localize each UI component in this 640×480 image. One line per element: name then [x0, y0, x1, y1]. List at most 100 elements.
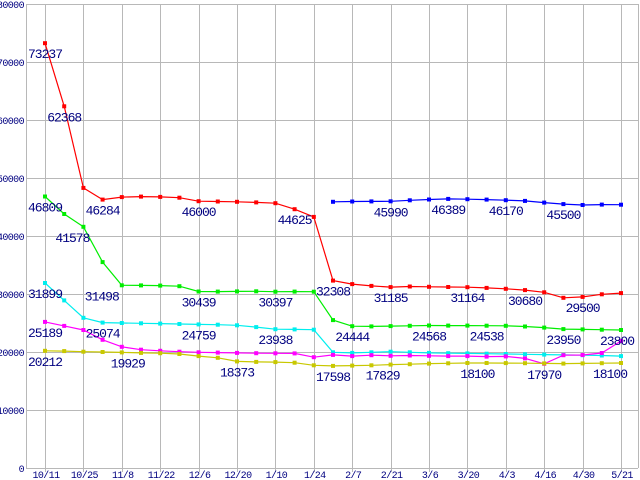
green-series-value-label: 23800	[600, 334, 634, 349]
green-series-marker	[619, 328, 623, 332]
red-series-value-label: 46284	[86, 204, 121, 219]
cyan-series-marker	[369, 350, 374, 355]
red-series-marker	[388, 285, 393, 290]
green-series-marker	[235, 289, 239, 294]
olive-series-marker	[561, 361, 566, 366]
magenta-series-marker	[177, 349, 182, 354]
blue-series-marker	[331, 199, 335, 204]
x-tick-label: 2/7	[345, 470, 362, 480]
red-series-marker	[350, 282, 355, 287]
green-series-marker	[311, 289, 316, 294]
magenta-series-value-label: 17970	[527, 368, 561, 383]
olive-series-value-label: 18100	[593, 367, 627, 382]
cyan-series-marker	[350, 350, 355, 355]
green-series-marker	[484, 323, 489, 328]
green-series-marker	[158, 283, 163, 288]
red-series-marker	[311, 214, 316, 219]
red-series-value-label: 62368	[47, 110, 81, 125]
magenta-series-marker	[407, 353, 412, 358]
x-tick-label: 4/30	[573, 470, 595, 480]
magenta-series-marker	[484, 354, 489, 359]
red-series-marker	[119, 195, 124, 200]
olive-series-marker	[331, 363, 335, 368]
cyan-series-marker	[273, 327, 278, 332]
x-tick-label: 3/20	[458, 470, 480, 480]
blue-series-marker	[484, 197, 489, 202]
data-labels: 73237 62368 46284 46000 44625 32308 31185 31164…	[28, 47, 635, 385]
olive-series-marker	[292, 360, 297, 365]
cyan-series-marker	[465, 351, 470, 356]
green-series-value-label: 24568	[412, 330, 446, 345]
red-series-marker	[81, 185, 86, 190]
green-series-marker	[215, 289, 220, 294]
olive-series-value-label: 18100	[460, 367, 494, 382]
olive-series-marker	[542, 361, 547, 366]
green-series-value-label: 30397	[258, 296, 292, 311]
magenta-series-marker	[100, 337, 105, 342]
red-series-marker	[158, 194, 163, 199]
green-series-marker	[388, 324, 393, 329]
olive-series-marker	[407, 362, 412, 367]
olive-series-marker	[215, 355, 220, 360]
x-tick-label: 1/10	[266, 470, 288, 480]
red-series-marker	[446, 285, 451, 289]
green-series-marker	[446, 323, 451, 328]
blue-series-marker	[523, 198, 527, 203]
green-series-marker	[139, 283, 143, 288]
cyan-series-marker	[43, 281, 47, 285]
olive-series	[43, 348, 623, 368]
magenta-series-value-label: 25189	[28, 326, 62, 341]
olive-series-marker	[158, 351, 163, 356]
green-series-marker	[561, 327, 566, 332]
blue-series-marker	[542, 200, 547, 205]
cyan-series-marker	[62, 298, 67, 303]
red-series-value-label: 32308	[316, 285, 350, 300]
green-series-value-label: 46809	[28, 201, 62, 216]
red-series-marker	[484, 285, 489, 290]
cyan-series-marker	[542, 352, 547, 357]
red-series-marker	[139, 194, 143, 199]
magenta-series-marker	[619, 339, 623, 343]
olive-series-marker	[599, 361, 604, 366]
olive-series-marker	[100, 350, 105, 354]
magenta-series-marker	[561, 353, 566, 358]
cyan-series-marker	[503, 352, 508, 356]
cyan-series-marker	[100, 320, 105, 325]
magenta-series-marker	[503, 354, 508, 359]
cyan-series-marker	[254, 325, 259, 330]
magenta-series-marker	[465, 354, 470, 359]
green-series-marker	[292, 289, 297, 294]
x-tick-label: 10/11	[32, 470, 60, 480]
magenta-series-marker	[446, 354, 451, 359]
cyan-series-marker	[177, 322, 182, 326]
blue-series-marker	[580, 203, 585, 207]
cyan-series-marker	[331, 350, 335, 355]
magenta-series-marker	[215, 350, 220, 355]
red-series-marker	[43, 41, 47, 46]
red-series-marker	[407, 284, 412, 289]
y-tick-label: 80000	[0, 1, 25, 12]
y-axis-labels: 0 10000 20000 30000 40000 50000 60000 70000 8000…	[0, 1, 25, 476]
cyan-series-marker	[215, 322, 220, 327]
magenta-series-marker	[119, 344, 124, 349]
magenta-series-marker	[196, 350, 201, 355]
magenta-series-marker	[81, 328, 86, 332]
blue-series	[331, 196, 623, 207]
y-tick-label: 0	[19, 465, 25, 476]
red-series-marker	[254, 200, 259, 205]
olive-series-marker	[81, 349, 86, 354]
red-series-marker	[580, 294, 585, 299]
green-series-marker	[331, 318, 335, 323]
cyan-series-marker	[523, 352, 527, 357]
green-series-marker	[254, 289, 259, 294]
olive-series-marker	[427, 361, 431, 366]
blue-series-marker	[446, 196, 451, 201]
green-series-marker	[523, 324, 527, 329]
blue-series-marker	[561, 202, 566, 207]
x-tick-label: 10/25	[71, 470, 99, 480]
green-series-value-label: 31498	[85, 289, 119, 304]
olive-series-marker	[196, 354, 201, 359]
blue-series-marker	[503, 198, 508, 203]
